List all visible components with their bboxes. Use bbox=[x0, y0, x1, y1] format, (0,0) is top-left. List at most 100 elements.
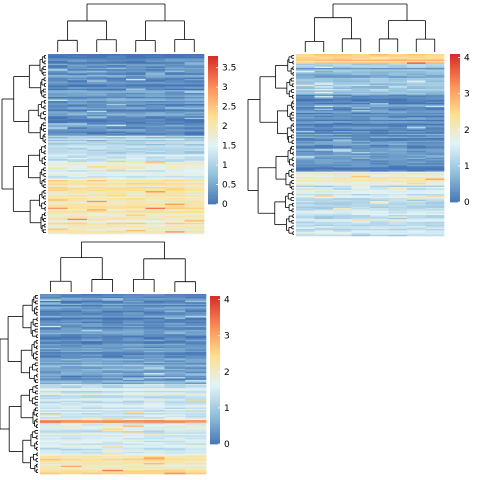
colorbar-step bbox=[208, 70, 218, 74]
heatmap-cell bbox=[81, 345, 103, 347]
heatmap-cell bbox=[165, 55, 185, 58]
heatmap-cell bbox=[407, 91, 426, 94]
heatmap-cell bbox=[164, 465, 186, 468]
heatmap-cell bbox=[87, 157, 107, 160]
heatmap-cell bbox=[143, 348, 165, 350]
heatmap-cell bbox=[145, 162, 166, 164]
heatmap-cell bbox=[296, 72, 315, 74]
heatmap-cell bbox=[48, 134, 68, 136]
heatmap-cell bbox=[425, 146, 445, 149]
heatmap-cell bbox=[126, 196, 146, 199]
heatmap-cell bbox=[126, 62, 146, 64]
heatmap-cell bbox=[81, 309, 103, 311]
heatmap-cell bbox=[370, 226, 389, 228]
heatmap-cell bbox=[48, 150, 68, 153]
heatmap-cell bbox=[81, 317, 103, 320]
heatmap-cell bbox=[67, 116, 88, 118]
heatmap-cell bbox=[185, 320, 207, 322]
heatmap-cell bbox=[314, 132, 334, 135]
heatmap-cell bbox=[145, 78, 166, 81]
heatmap-cell bbox=[425, 131, 445, 133]
heatmap-cell bbox=[407, 170, 426, 172]
heatmap-cell bbox=[370, 115, 389, 118]
heatmap-cell bbox=[81, 436, 103, 439]
heatmap-cell bbox=[165, 213, 185, 215]
heatmap-cell bbox=[106, 222, 127, 225]
heatmap-cell bbox=[185, 432, 207, 435]
heatmap-cell bbox=[333, 128, 352, 130]
heatmap-cell bbox=[388, 146, 408, 149]
heatmap-cell bbox=[126, 99, 146, 102]
colorbar-step bbox=[450, 162, 460, 166]
heatmap-cell bbox=[67, 214, 88, 217]
heatmap-cell bbox=[184, 214, 205, 217]
heatmap-cell bbox=[333, 138, 352, 140]
colorbar-step bbox=[450, 145, 460, 149]
heatmap-cell bbox=[145, 126, 166, 128]
heatmap-cell bbox=[388, 201, 408, 203]
heatmap-cell bbox=[143, 386, 165, 389]
heatmap-cell bbox=[296, 107, 315, 109]
heatmap-cell bbox=[388, 210, 408, 213]
heatmap-cell bbox=[370, 110, 389, 112]
heatmap-cell bbox=[67, 109, 88, 112]
heatmap-cell bbox=[67, 63, 88, 66]
heatmap-cell bbox=[314, 192, 334, 195]
heatmap-cell bbox=[102, 413, 124, 415]
heatmap-cell bbox=[60, 414, 82, 417]
heatmap-cell bbox=[185, 381, 207, 383]
heatmap-cell bbox=[102, 328, 124, 331]
heatmap-cell bbox=[314, 115, 334, 118]
heatmap-cell bbox=[370, 118, 389, 121]
heatmap-cell bbox=[184, 177, 205, 179]
heatmap-cell bbox=[407, 100, 426, 102]
heatmap-cell bbox=[81, 368, 103, 371]
heatmap-cell bbox=[67, 95, 88, 98]
heatmap-cell bbox=[165, 207, 185, 210]
heatmap-cell bbox=[407, 189, 426, 192]
heatmap-cell bbox=[60, 386, 82, 389]
heatmap-cell bbox=[351, 59, 371, 62]
heatmap-cell bbox=[296, 122, 315, 125]
heatmap-cell bbox=[102, 403, 124, 406]
colorbar-step bbox=[210, 355, 220, 359]
heatmap-cell bbox=[126, 85, 146, 88]
heatmap-cell bbox=[388, 58, 408, 60]
heatmap-cell bbox=[123, 303, 145, 306]
heatmap-cell bbox=[40, 320, 62, 322]
heatmap-cell bbox=[67, 198, 88, 200]
heatmap-cell bbox=[126, 66, 146, 69]
heatmap-cell bbox=[164, 453, 186, 455]
heatmap-cell bbox=[123, 352, 145, 354]
heatmap-cell bbox=[370, 173, 389, 175]
heatmap-cell bbox=[351, 153, 371, 156]
column-dendrogram bbox=[49, 241, 197, 292]
heatmap-cell bbox=[370, 206, 389, 209]
heatmap-cell bbox=[48, 56, 68, 59]
heatmap-cell bbox=[314, 178, 334, 181]
heatmap-cell bbox=[40, 454, 62, 457]
heatmap-cell bbox=[164, 402, 186, 404]
heatmap-cell bbox=[87, 88, 107, 91]
heatmap-cell bbox=[333, 199, 352, 202]
heatmap-cell bbox=[123, 411, 145, 414]
colorbar-step bbox=[208, 75, 218, 79]
heatmap-cell bbox=[102, 374, 124, 376]
heatmap-cell bbox=[87, 92, 107, 95]
heatmap-cell bbox=[407, 212, 426, 214]
heatmap-cell bbox=[106, 149, 127, 152]
heatmap-cell bbox=[185, 370, 207, 372]
heatmap-cell bbox=[87, 121, 107, 124]
heatmap-cell bbox=[145, 144, 166, 146]
heatmap-cell bbox=[333, 93, 352, 95]
heatmap-cell bbox=[60, 439, 82, 442]
heatmap-cell bbox=[425, 194, 445, 196]
heatmap-cell bbox=[145, 160, 166, 163]
heatmap-cell bbox=[370, 163, 389, 165]
heatmap-cell bbox=[351, 150, 371, 153]
heatmap-cell bbox=[425, 210, 445, 213]
heatmap-cell bbox=[87, 193, 107, 196]
heatmap-cell bbox=[102, 446, 124, 448]
heatmap-cell bbox=[407, 139, 426, 142]
colorbar-step bbox=[450, 152, 460, 156]
